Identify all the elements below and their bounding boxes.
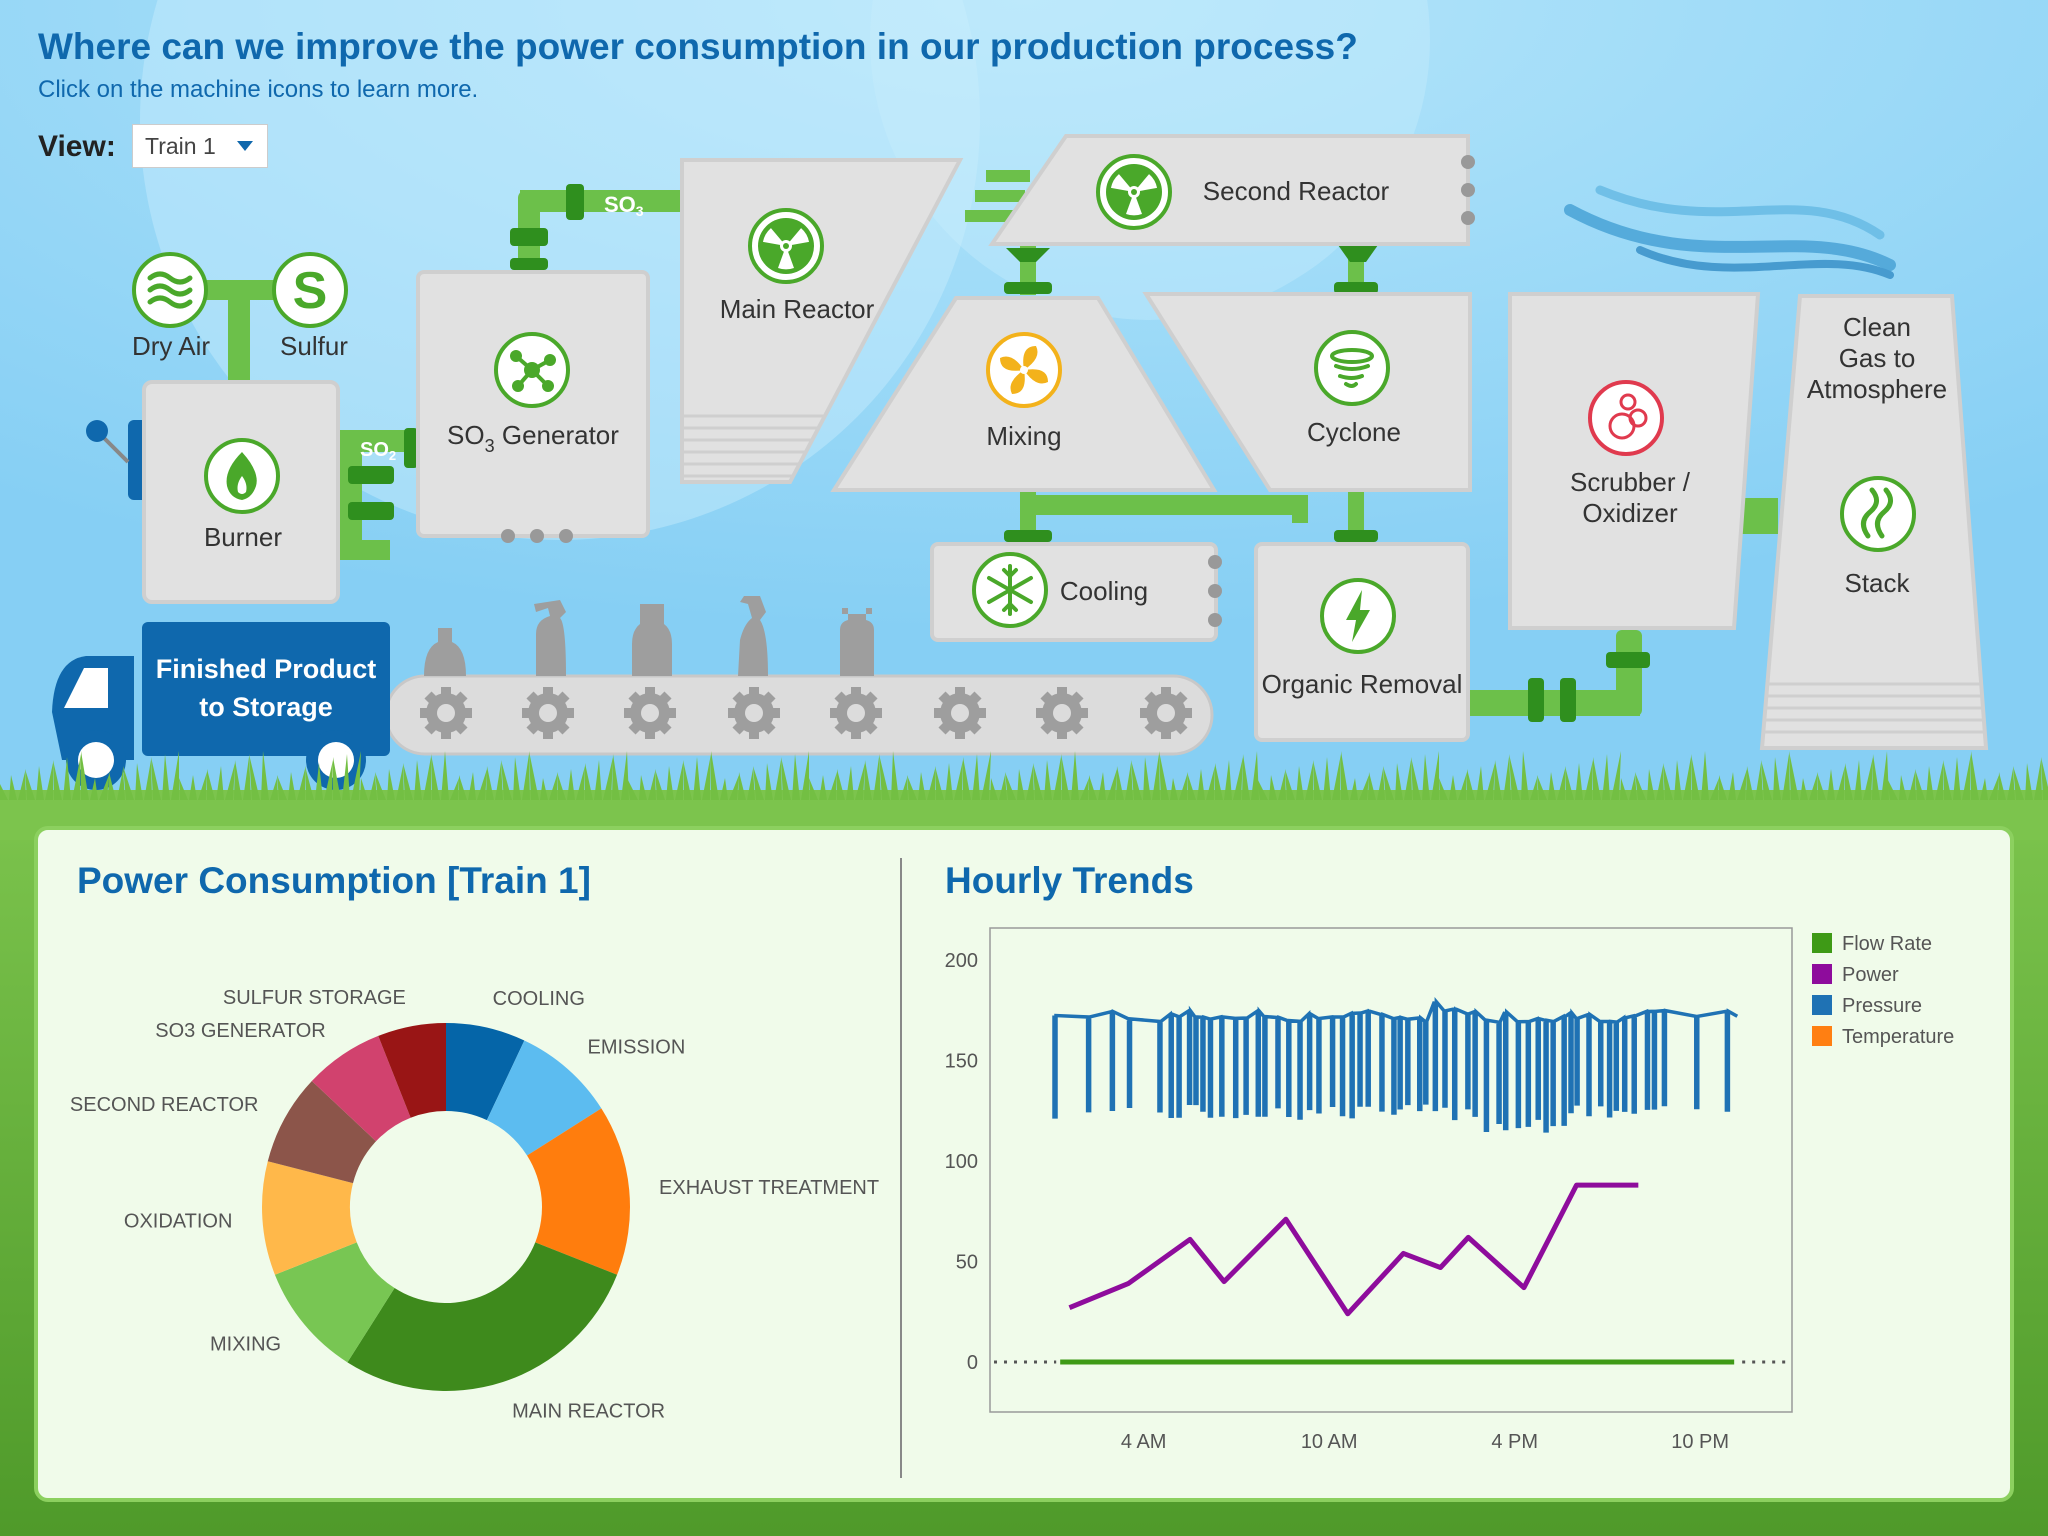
page-title: Where can we improve the power consumpti… (38, 26, 1358, 67)
cyclone-machine[interactable] (1142, 292, 1472, 492)
donut-slice-mixing[interactable] (274, 1242, 395, 1363)
fan-icon[interactable] (986, 332, 1062, 408)
radiation-icon[interactable] (748, 208, 824, 284)
sulfur-label: Sulfur (280, 331, 348, 361)
donut-slice-exhaust-treatment[interactable] (527, 1108, 630, 1275)
view-dropdown-value: Train 1 (145, 132, 216, 159)
y-tick-label: 50 (956, 1252, 978, 1274)
wind-swoosh (1564, 185, 1896, 279)
series-power (1068, 1182, 1639, 1317)
so2-pipe-label: SO2 (360, 439, 396, 463)
y-tick-label: 0 (967, 1352, 978, 1374)
cooling-label: Cooling (1060, 576, 1148, 606)
legend-swatch-pressure (1812, 995, 1832, 1015)
hourly-trends-chart: 0 50 100 150 200 4 AM 10 AM 4 PM 10 PM Flow Rate P… (945, 927, 1954, 1453)
second-reactor-label: Second Reactor (1203, 176, 1390, 206)
donut-slice-emission[interactable] (486, 1040, 602, 1156)
donut-label-cooling: COOLING (493, 988, 585, 1010)
panel-divider (900, 858, 902, 1478)
legend-label-pressure: Pressure (1842, 995, 1922, 1017)
x-tick-label: 10 AM (1301, 1431, 1358, 1453)
truck-label: Finished Product to Storage (142, 650, 390, 726)
svg-text:S: S (293, 262, 328, 320)
truck-label-line2: to Storage (199, 692, 333, 722)
legend-swatch-power (1812, 964, 1832, 984)
gear-icons (420, 687, 1192, 739)
organic-removal-label: Organic Removal (1262, 669, 1463, 699)
legend-swatch-temperature (1812, 1026, 1832, 1046)
donut-slice-oxidation[interactable] (262, 1161, 357, 1275)
donut-slice-second-reactor[interactable] (267, 1081, 377, 1184)
donut-label-exhaust-treatment: EXHAUST TREATMENT (659, 1177, 879, 1199)
main-reactor-label: Main Reactor (720, 294, 875, 324)
donut-slice-sulfur-storage[interactable] (378, 1023, 446, 1118)
scrubber-label-line2: Oxidizer (1582, 498, 1678, 528)
legend-label-temperature: Temperature (1842, 1026, 1954, 1048)
donut-label-oxidation: OXIDATION (124, 1210, 233, 1232)
so3-pipe-label: SO3 (604, 192, 644, 219)
y-tick-label: 150 (945, 1051, 978, 1073)
plot-area (989, 927, 1793, 1413)
power-consumption-title: Power Consumption [Train 1] (77, 860, 591, 901)
scrubber-oxidizer-machine[interactable] (1508, 292, 1761, 630)
donut-slice-so3-generator[interactable] (311, 1035, 411, 1142)
truck-label-line1: Finished Product (155, 654, 377, 684)
donut-label-so3-generator: SO3 GENERATOR (155, 1020, 325, 1042)
page-subtitle: Click on the machine icons to learn more… (38, 76, 479, 103)
clean-gas-label-line1: Clean (1843, 312, 1911, 342)
stack-label: Stack (1844, 568, 1910, 598)
chevron-down-icon (237, 141, 253, 151)
pipe-couplers (348, 184, 1650, 722)
donut-label-emission: EMISSION (588, 1036, 686, 1058)
lightning-icon[interactable] (1320, 578, 1396, 654)
conveyor-belt (384, 596, 1214, 756)
hourly-trends-title: Hourly Trends (945, 860, 1194, 901)
donut-label-sulfur-storage: SULFUR STORAGE (223, 987, 406, 1009)
smoke-icon[interactable] (1840, 476, 1916, 552)
legend-label-power: Power (1842, 964, 1899, 986)
clean-gas-label-line3: Atmosphere (1807, 374, 1947, 404)
donut-label-second-reactor: SECOND REACTOR (70, 1094, 259, 1116)
cyclone-label: Cyclone (1307, 417, 1401, 447)
mixing-label: Mixing (986, 421, 1061, 451)
view-dropdown[interactable]: Train 1 (132, 124, 268, 168)
dry-air-label: Dry Air (132, 331, 210, 361)
donut-slice-cooling[interactable] (446, 1023, 525, 1121)
donut-label-main-reactor: MAIN REACTOR (512, 1401, 665, 1423)
snowflake-icon[interactable] (972, 552, 1048, 628)
product-bottles (424, 596, 874, 676)
donut-slice-main-reactor[interactable] (347, 1242, 618, 1391)
svg-text:SO2: SO2 (360, 439, 396, 463)
radiation-icon-second-reactor[interactable] (1096, 154, 1172, 230)
bubbles-icon[interactable] (1588, 380, 1664, 456)
cyclone-icon[interactable] (1314, 330, 1390, 406)
clean-gas-label-line2: Gas to (1839, 343, 1916, 373)
x-tick-label: 4 PM (1491, 1431, 1538, 1453)
molecule-icon[interactable] (494, 332, 570, 408)
y-tick-label: 200 (945, 950, 978, 972)
x-tick-label: 10 PM (1671, 1431, 1729, 1453)
donut-label-mixing: MIXING (210, 1333, 281, 1355)
scrubber-label-line1: Scrubber / (1570, 467, 1691, 497)
power-donut-chart[interactable]: COOLING EMISSION EXHAUST TREATMENT MAIN REA… (70, 987, 879, 1423)
sulfur-icon[interactable]: S (272, 252, 348, 328)
y-tick-label: 100 (945, 1151, 978, 1173)
series-pressure (1052, 996, 1739, 1133)
so3-generator-label: SO3 Generator (447, 420, 619, 456)
burner-label: Burner (204, 522, 282, 552)
svg-text:SO3: SO3 (604, 192, 644, 219)
view-label: View: (38, 130, 116, 163)
legend-swatch-flow-rate (1812, 933, 1832, 953)
flame-icon[interactable] (204, 438, 280, 514)
truck[interactable] (52, 622, 390, 790)
machine-labels: Dry Air Sulfur Burner SO3 Generator Main… (132, 176, 1947, 699)
donut-hole (352, 1113, 540, 1301)
legend-label-flow-rate: Flow Rate (1842, 933, 1932, 955)
x-tick-label: 4 AM (1121, 1431, 1167, 1453)
dry-air-icon[interactable] (132, 252, 208, 328)
